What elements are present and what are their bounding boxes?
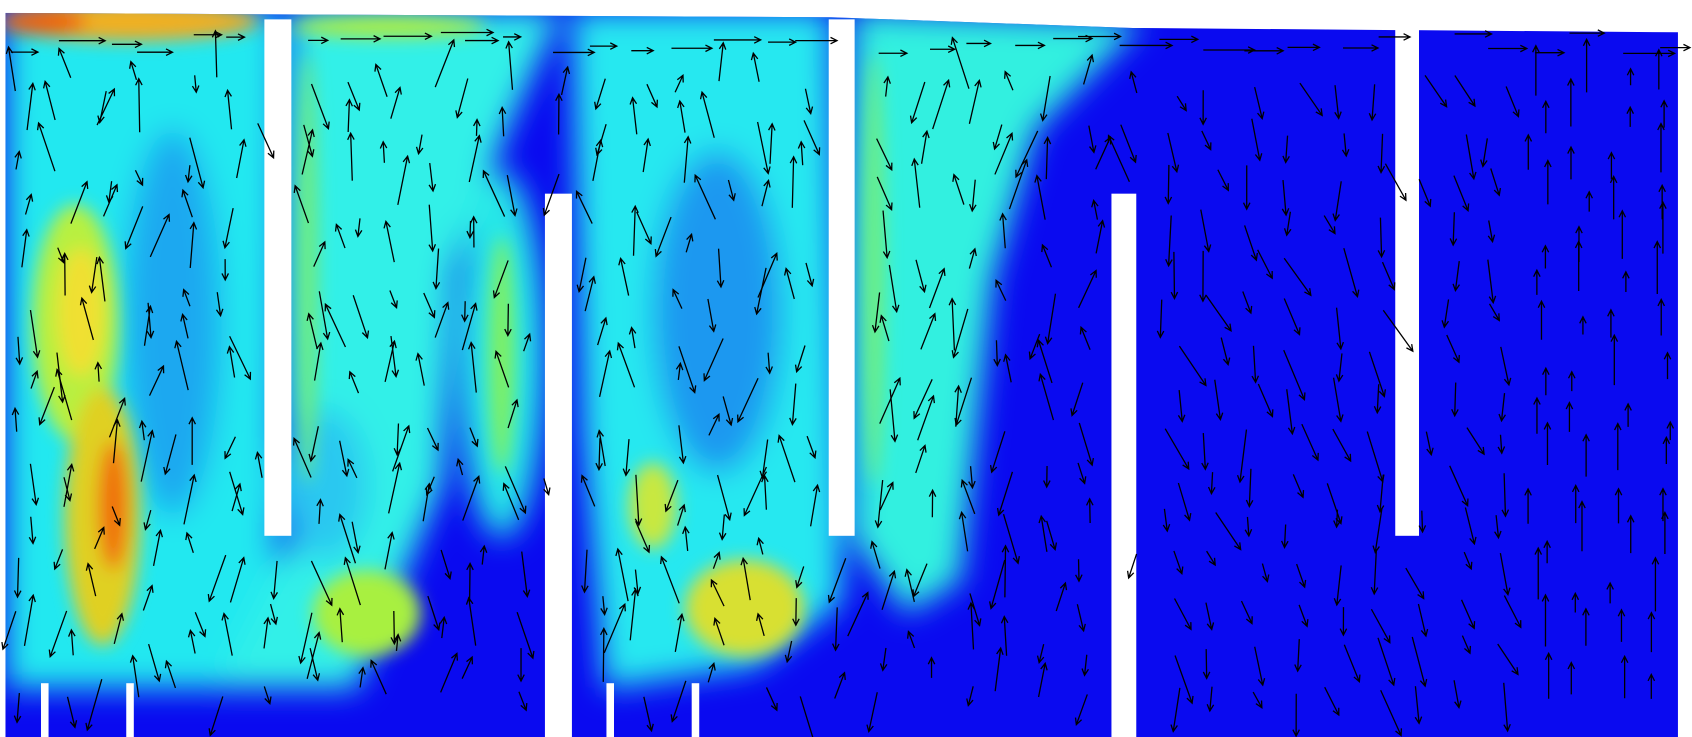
flow-field <box>0 0 1692 737</box>
page: (() => { JSON.parse(document.getElementB… <box>0 0 1692 737</box>
